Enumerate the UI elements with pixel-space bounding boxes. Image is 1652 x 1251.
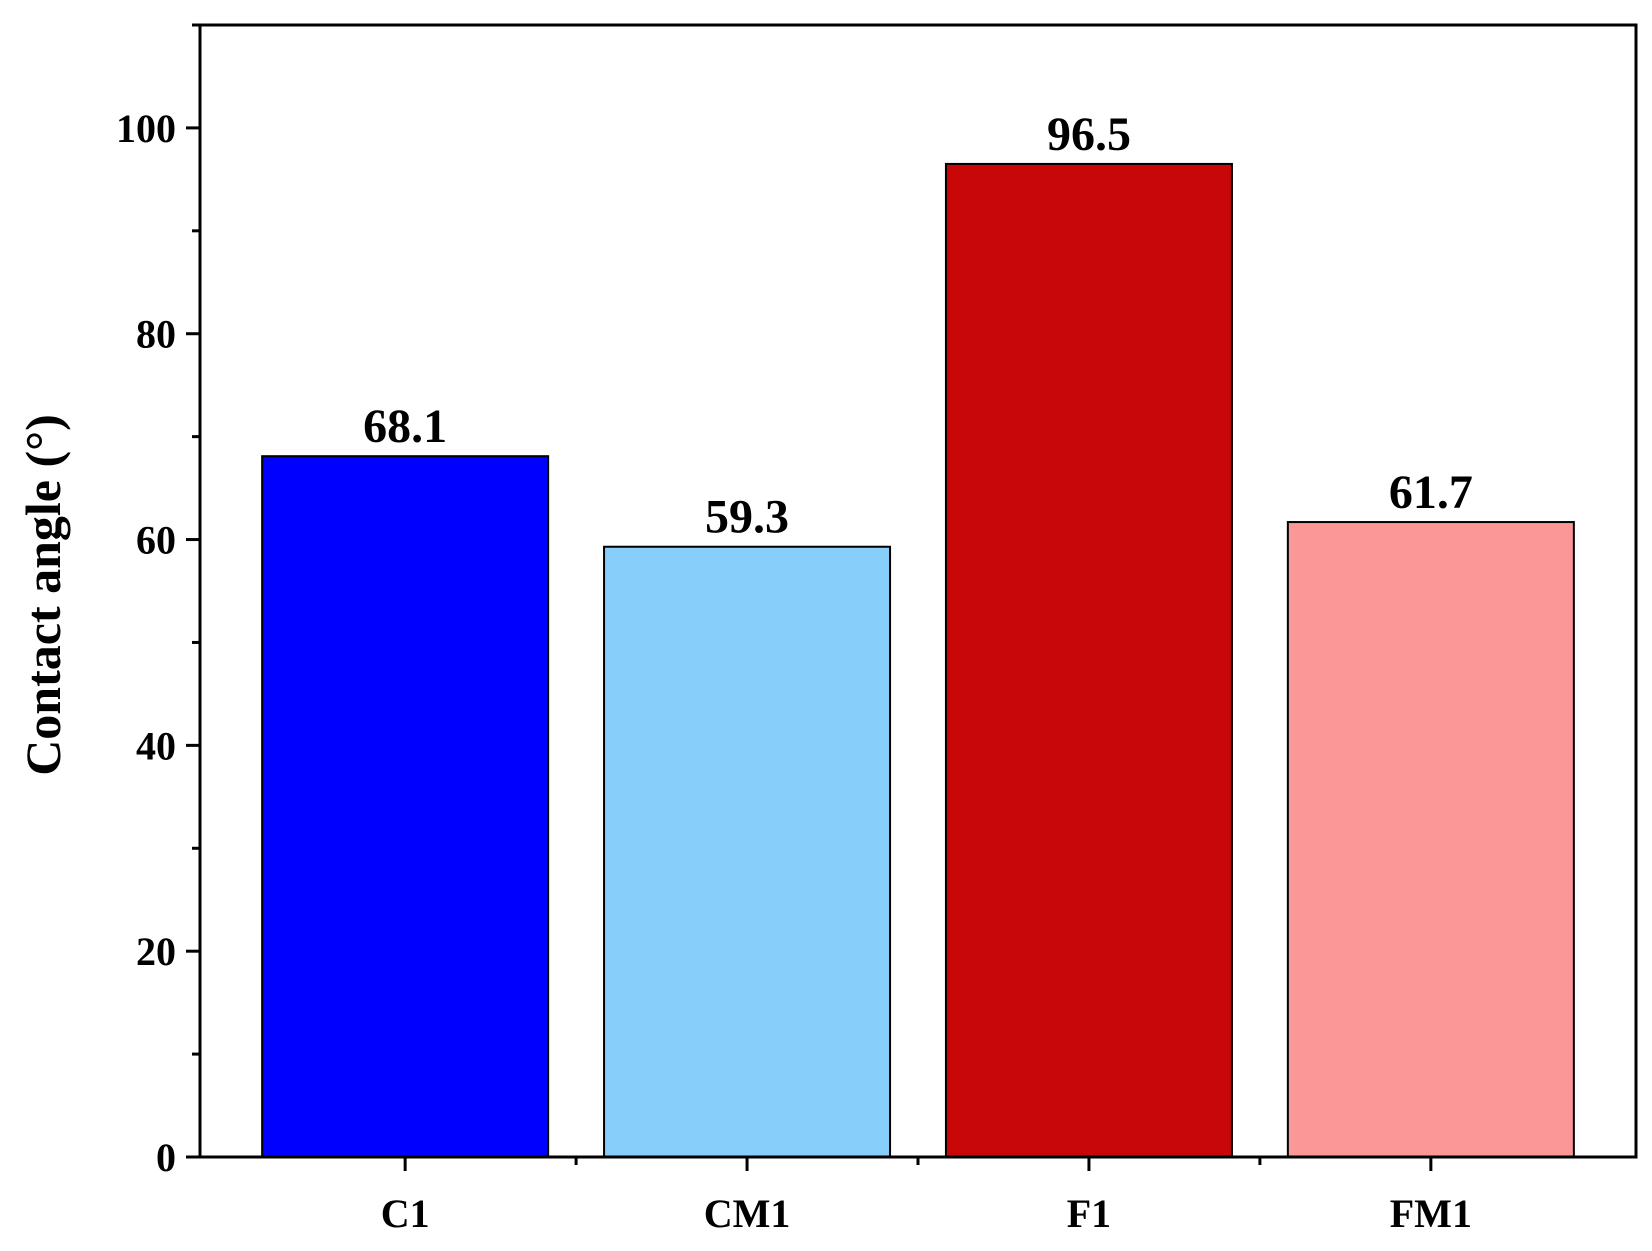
data-label-fm1: 61.7 bbox=[1389, 466, 1473, 519]
bars-group bbox=[261, 162, 1575, 1159]
y-tick-label-60: 60 bbox=[136, 518, 176, 563]
y-tick-label-100: 100 bbox=[116, 106, 176, 151]
x-tick-label-f1: F1 bbox=[1067, 1191, 1111, 1236]
axes-group bbox=[186, 23, 1638, 1171]
y-tick-label-80: 80 bbox=[136, 312, 176, 357]
bar-cm1 bbox=[603, 545, 892, 1158]
bar-f1 bbox=[944, 162, 1233, 1159]
x-tick-label-c1: C1 bbox=[381, 1191, 430, 1236]
x-tick-label-cm1: CM1 bbox=[704, 1191, 791, 1236]
y-axis-title: Contact angle (°) bbox=[15, 414, 71, 776]
x-tick-label-fm1: FM1 bbox=[1390, 1191, 1472, 1236]
data-label-c1: 68.1 bbox=[363, 400, 447, 453]
bar-fm1 bbox=[1286, 521, 1575, 1158]
y-tick-label-0: 0 bbox=[156, 1135, 176, 1180]
y-tick-label-40: 40 bbox=[136, 723, 176, 768]
data-label-f1: 96.5 bbox=[1047, 108, 1131, 161]
labels-group: 68.1 C1 59.3 CM1 96.5 F1 61.7 FM1 0 20 40 60 80 100 bbox=[116, 106, 1473, 1236]
bar-c1 bbox=[261, 455, 550, 1158]
y-tick-label-20: 20 bbox=[136, 929, 176, 974]
data-label-cm1: 59.3 bbox=[705, 491, 789, 544]
